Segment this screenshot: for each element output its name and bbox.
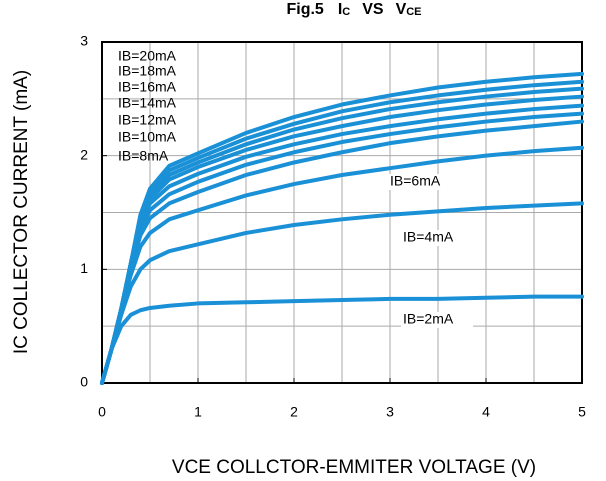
x-tick-label: 3 (386, 404, 394, 420)
series-line (100, 294, 584, 385)
series-label: IB=20mA (118, 48, 177, 64)
series-label: IB=8mA (118, 148, 169, 164)
series-line (100, 201, 584, 385)
series-label: IB=14mA (118, 95, 177, 111)
chart-title: Fig.5 IC VS VCE (286, 1, 421, 18)
x-tick-label: 0 (98, 404, 106, 420)
label-bg (401, 312, 473, 328)
series-label: IB=2mA (403, 311, 454, 327)
series-label: IB=16mA (118, 79, 177, 95)
x-tick-label: 1 (194, 404, 202, 420)
label-bg (401, 230, 473, 246)
y-tick-label: 0 (80, 374, 88, 390)
series-label: IB=12mA (118, 112, 177, 128)
x-tick-label: 5 (578, 404, 586, 420)
series-label: IB=18mA (118, 63, 177, 79)
series-label: IB=6mA (390, 173, 441, 189)
series-label: IB=10mA (118, 129, 177, 145)
label-bg (388, 174, 460, 190)
plot-border (101, 41, 583, 384)
y-tick-label: 2 (80, 146, 88, 162)
x-tick-label: 4 (482, 404, 490, 420)
x-tick-label: 2 (290, 404, 298, 420)
series-label: IB=4mA (403, 229, 454, 245)
x-axis-label: VCE COLLCTOR-EMMITER VOLTAGE (V) (172, 457, 536, 478)
y-tick-label: 3 (80, 33, 88, 49)
series-line (100, 71, 584, 385)
y-axis-label: IC COLLECTOR CURRENT (mA) (11, 70, 32, 354)
y-tick-label: 1 (80, 260, 88, 276)
